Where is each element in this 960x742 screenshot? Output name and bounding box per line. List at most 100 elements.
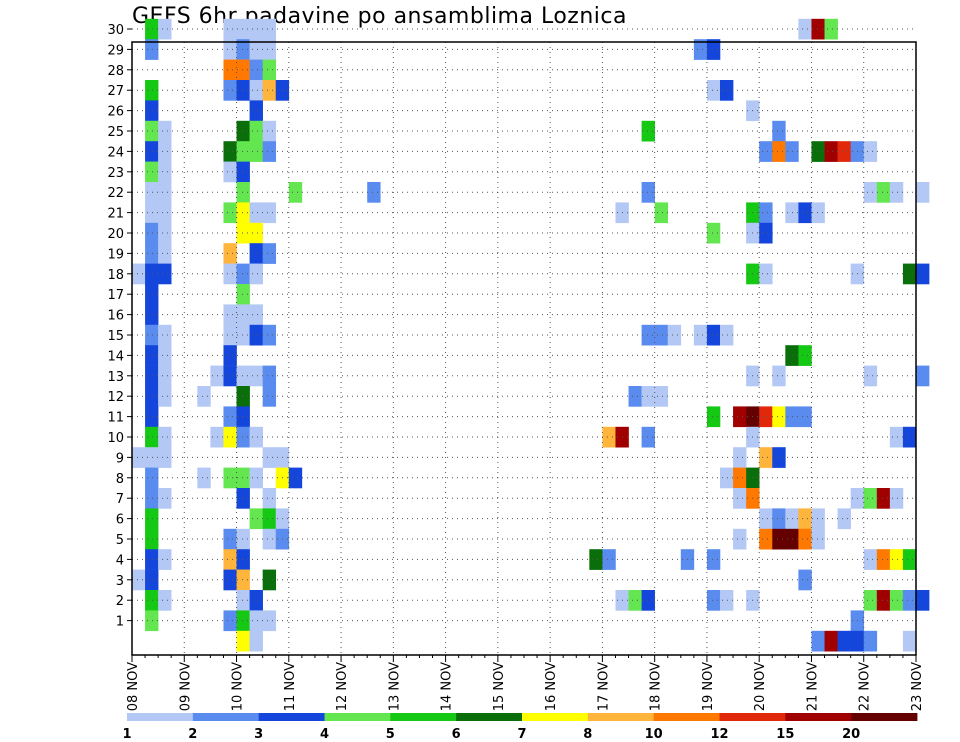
y-tick-label: 15 [107, 329, 124, 344]
heatmap-cell [706, 80, 721, 101]
heatmap-cell [223, 324, 237, 346]
heatmap-cell [132, 447, 146, 468]
heatmap-cell [223, 304, 237, 326]
heatmap-cell [602, 549, 616, 570]
heatmap-cell [628, 386, 642, 407]
heatmap-cell [733, 488, 747, 509]
heatmap-cell [902, 590, 917, 611]
colorbar-tick-label: 7 [517, 727, 526, 742]
heatmap-cell [249, 141, 263, 162]
heatmap-cell [916, 263, 930, 285]
heatmap-cell [249, 630, 263, 652]
heatmap-cell [262, 80, 277, 101]
heatmap-cell [145, 161, 159, 183]
colorbar-tick-label: 1 [122, 727, 131, 742]
heatmap-cell [798, 345, 812, 366]
colorbar-tick-label: 6 [452, 727, 461, 742]
heatmap-cell [158, 243, 172, 264]
y-tick-label: 3 [116, 574, 124, 589]
y-tick-label: 24 [107, 145, 124, 160]
heatmap-cell [641, 426, 655, 448]
colorbar-tick-label: 4 [320, 727, 329, 742]
heatmap-cell [223, 610, 237, 632]
heatmap-cell [693, 324, 708, 346]
colorbar-tick-label: 20 [842, 727, 860, 742]
heatmap-cell [145, 284, 159, 305]
heatmap-cell [772, 406, 786, 428]
y-tick-label: 29 [107, 43, 124, 58]
heatmap-cell [262, 386, 277, 407]
heatmap-cell [850, 630, 865, 652]
x-tick-label: 14 NOV [440, 662, 455, 711]
heatmap-cell [902, 630, 917, 652]
heatmap-cell [158, 386, 172, 407]
colorbar-tick-label: 2 [188, 727, 197, 742]
heatmap-cell [249, 100, 263, 122]
heatmap-cell [236, 630, 250, 652]
heatmap-cell [811, 18, 825, 40]
heatmap-cell [667, 324, 682, 346]
heatmap-cell [262, 365, 277, 387]
heatmap-cell [145, 182, 159, 203]
heatmap-cell [824, 141, 838, 162]
heatmap-cell [641, 590, 655, 611]
y-tick-label: 23 [107, 166, 124, 181]
heatmap-cell [145, 243, 159, 264]
colorbar-swatch [785, 713, 852, 721]
heatmap-cell [733, 406, 747, 428]
heatmap-cell [733, 528, 747, 550]
heatmap-cell [145, 80, 159, 101]
heatmap-cell [772, 508, 786, 530]
heatmap-cell [262, 569, 277, 591]
heatmap-cell [824, 18, 838, 40]
heatmap-cell [772, 141, 786, 162]
heatmap-cell [145, 386, 159, 407]
heatmap-cell [236, 406, 250, 428]
heatmap-cell [236, 610, 250, 632]
heatmap-cell [145, 202, 159, 224]
heatmap-cell [811, 508, 825, 530]
heatmap-cell [798, 202, 812, 224]
heatmap-cell [249, 39, 263, 60]
heatmap-cell [262, 324, 277, 346]
heatmap-cell [145, 528, 159, 550]
heatmap-cell [249, 590, 263, 611]
heatmap-cell [798, 406, 812, 428]
x-tick-label: 08 NOV [126, 662, 141, 711]
heatmap-cell [772, 528, 786, 550]
heatmap-cell [706, 222, 721, 244]
heatmap-cell [145, 345, 159, 366]
heatmap-cell [772, 447, 786, 468]
heatmap-cell [236, 365, 250, 387]
colorbar-swatch [522, 713, 589, 721]
heatmap-cell [249, 263, 263, 285]
heatmap-cell [811, 202, 825, 224]
heatmap-cell [236, 18, 250, 40]
heatmap-cell [706, 549, 721, 570]
y-axis: 1234567891011121314151617181920212223242… [107, 23, 132, 630]
heatmap-cell [223, 59, 237, 81]
heatmap-cell [693, 39, 708, 60]
heatmap-cell [223, 549, 237, 570]
heatmap-cell [223, 39, 237, 60]
colorbar-tick-label: 12 [710, 727, 728, 742]
heatmap-cell [288, 467, 303, 489]
chart-title: GEFS 6hr padavine po ansamblima Loznica [132, 4, 627, 29]
heatmap-cell [641, 386, 655, 407]
heatmap-cell [236, 590, 250, 611]
heatmap-cell [158, 18, 172, 40]
heatmap-cell [223, 161, 237, 183]
y-tick-label: 1 [116, 615, 124, 630]
heatmap-cell [654, 324, 669, 346]
heatmap-cell [158, 590, 172, 611]
heatmap-cell [236, 80, 250, 101]
y-tick-label: 18 [107, 268, 124, 283]
heatmap-cell [889, 549, 904, 570]
y-tick-label: 28 [107, 64, 124, 79]
heatmap-cell [589, 549, 603, 570]
heatmap-cell [145, 39, 159, 60]
heatmap-cell [249, 243, 263, 264]
heatmap-cell [145, 426, 159, 448]
heatmap-cell [236, 59, 250, 81]
heatmap-cell [262, 528, 277, 550]
